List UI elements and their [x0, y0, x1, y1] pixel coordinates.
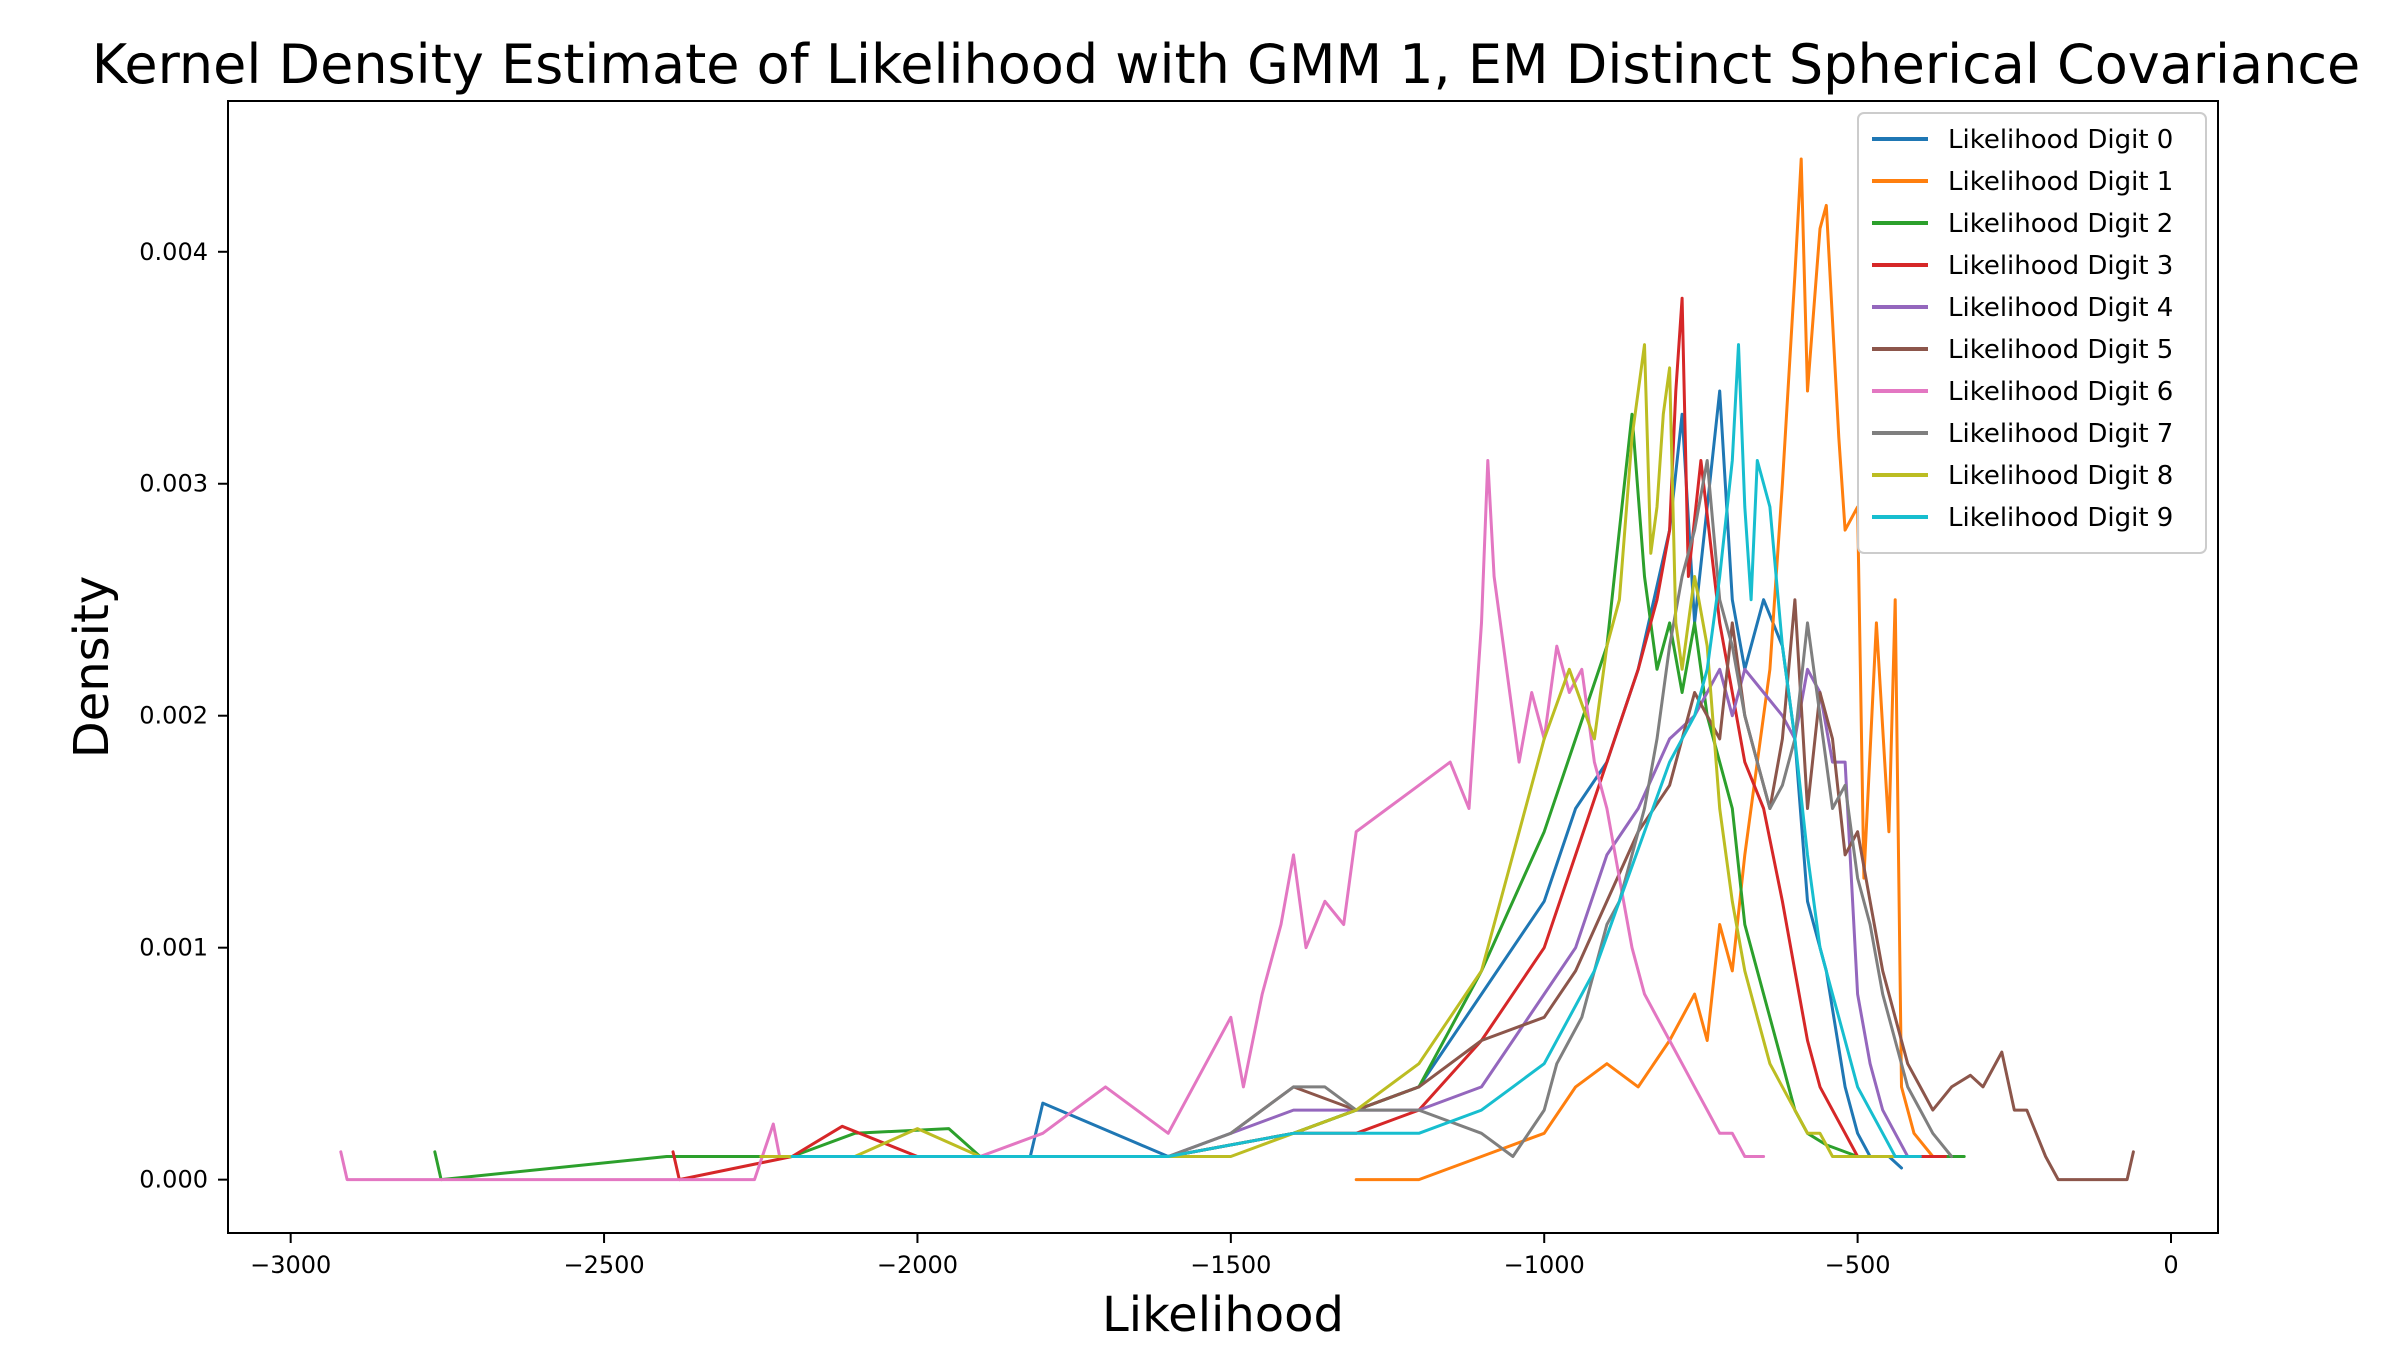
- legend-entry-label: Likelihood Digit 2: [1948, 209, 2173, 239]
- series-line-digit-9: [790, 343, 1922, 1158]
- legend-entry-label: Likelihood Digit 5: [1948, 335, 2173, 365]
- legend-entry-label: Likelihood Digit 4: [1948, 293, 2173, 323]
- y-axis-ticks: 0.000 0.001 0.002 0.003 0.004: [139, 238, 228, 1194]
- legend-entry-label: Likelihood Digit 7: [1948, 419, 2173, 449]
- plot-area-frame: [227, 100, 2219, 1234]
- legend-entry-label: Likelihood Digit 1: [1948, 167, 2173, 197]
- legend-entry-label: Likelihood Digit 8: [1948, 461, 2173, 491]
- series-line-digit-8: [759, 343, 1897, 1158]
- legend-entry-label: Likelihood Digit 0: [1948, 125, 2173, 155]
- legend-entry-label: Likelihood Digit 3: [1948, 251, 2173, 281]
- y-tick-label: 0.001: [139, 934, 208, 962]
- y-tick-label: 0.003: [139, 470, 208, 498]
- legend-entry-label: Likelihood Digit 9: [1948, 503, 2173, 533]
- y-tick-label: 0.004: [139, 238, 208, 266]
- legend: Likelihood Digit 0 Likelihood Digit 1 Like…: [1857, 112, 2207, 554]
- series-line-digit-5: [1229, 598, 2135, 1182]
- plot-lines: [339, 157, 2135, 1182]
- y-tick-label: 0.002: [139, 702, 208, 730]
- x-tick-label: −2500: [563, 1251, 644, 1279]
- x-tick-label: −3000: [250, 1251, 331, 1279]
- x-axis-ticks: −3000 −2500 −2000 −1500 −1000 −500 0: [250, 1233, 2179, 1279]
- y-axis-label: Density: [64, 576, 120, 758]
- x-tick-label: −500: [1825, 1251, 1891, 1279]
- y-tick-label: 0.000: [139, 1166, 208, 1194]
- legend-frame: [1857, 112, 2207, 554]
- chart-title: Kernel Density Estimate of Likelihood wi…: [92, 33, 2361, 96]
- x-tick-label: −1000: [1504, 1251, 1585, 1279]
- x-tick-label: 0: [2163, 1251, 2178, 1279]
- x-tick-label: −1500: [1190, 1251, 1271, 1279]
- series-line-digit-7: [1166, 459, 1954, 1158]
- x-axis-label: Likelihood: [1102, 1287, 1344, 1343]
- series-line-digit-1: [1354, 157, 1954, 1182]
- legend-entry-label: Likelihood Digit 6: [1948, 377, 2173, 407]
- x-tick-label: −2000: [877, 1251, 958, 1279]
